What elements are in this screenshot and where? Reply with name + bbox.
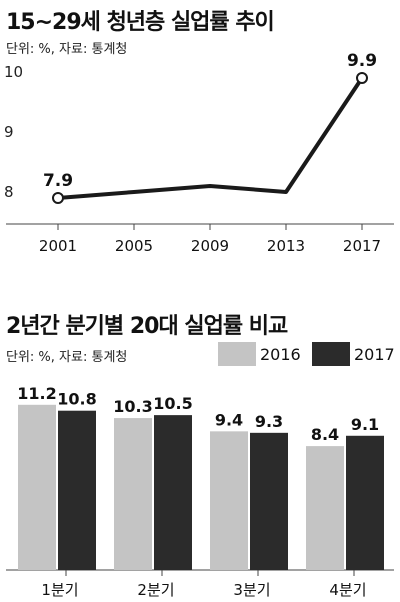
bar-2016-3 [210,431,248,570]
line-marker-0 [52,192,64,204]
line-x-tick-label-0: 2001 [39,237,77,255]
line-x-tick-label-2: 2009 [191,237,229,255]
bar-value-label-2016-1: 11.2 [17,384,56,403]
line-series-0 [56,76,364,200]
bar-category-label-2: 3분기 [233,581,270,599]
bar-2016-1 [18,404,56,570]
line-y-tick-label-2: 8 [4,183,14,201]
line-x-tick-label-3: 2013 [267,237,305,255]
bar-2016-4 [306,446,344,570]
bar-chart-title: 2년간 분기별 20대 실업률 비교 [6,314,288,339]
line-chart-source: 단위: %, 자료: 통계청 [6,42,128,57]
bar-value-label-2017-1: 10.8 [57,390,96,409]
bar-value-label-2016-2: 10.3 [113,397,152,416]
bar-category-label-1: 2분기 [137,581,174,599]
bar-2017-3 [250,432,288,570]
line-chart-title: 15~29세 청년층 실업률 추이 [6,10,275,35]
legend-label-2017: 2017 [354,344,395,364]
bar-2016-2 [114,418,152,570]
bar-2017-2 [154,415,192,570]
bar-2017-1 [58,410,96,570]
line-marker-4 [356,72,368,84]
bar-value-label-2016-3: 9.4 [215,410,243,429]
line-x-tick-label-1: 2005 [115,237,153,255]
bar-value-label-2017-3: 9.3 [255,412,283,431]
bar-category-label-0: 1분기 [41,581,78,599]
line-x-tick-label-4: 2017 [343,237,381,255]
bar-chart-source: 단위: %, 자료: 통계청 [6,350,128,365]
legend-item-2017: 2017 [312,342,395,366]
legend-label-2016: 2016 [260,344,301,364]
legend-item-2016: 2016 [218,342,301,366]
bar-category-label-3: 4분기 [329,581,366,599]
bar-value-label-2017-2: 10.5 [153,394,192,413]
bar-value-label-2016-4: 8.4 [311,425,339,444]
legend-swatch-2016 [218,342,256,366]
line-y-tick-label-1: 9 [4,123,14,141]
line-data-label-4: 9.9 [347,51,377,71]
legend-swatch-2017 [312,342,350,366]
line-y-tick-label-0: 10 [4,63,23,81]
line-data-label-0: 7.9 [43,171,73,191]
bar-value-label-2017-4: 9.1 [351,415,379,434]
bar-2017-4 [346,435,384,570]
